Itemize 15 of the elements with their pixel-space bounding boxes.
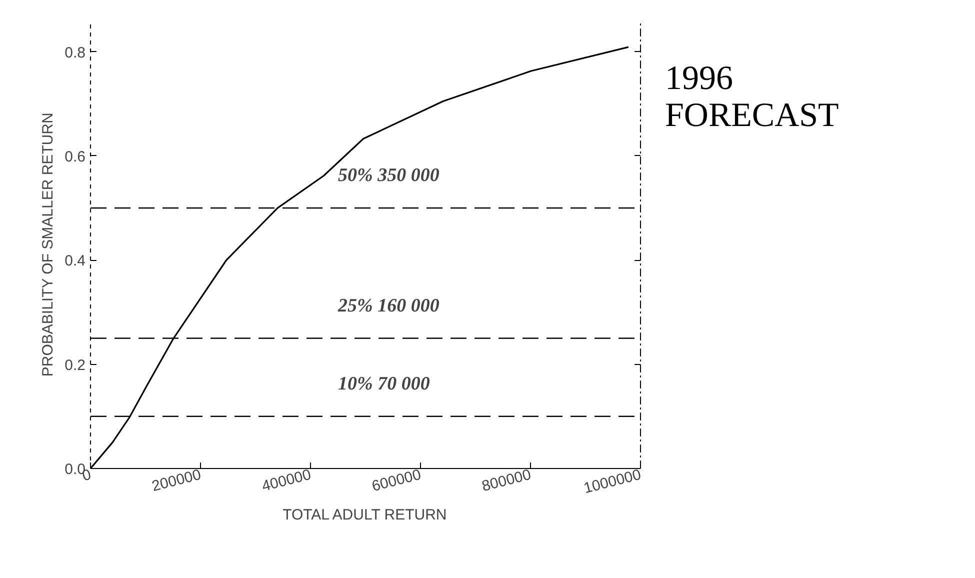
- y-tick-label: 0.4: [64, 252, 86, 270]
- x-tick-label: 400000: [260, 466, 313, 496]
- y-tick-label: 0.6: [64, 148, 86, 166]
- text: 1996 FORECAST: [665, 60, 839, 135]
- x-tick-label: 800000: [480, 466, 533, 496]
- ref-line-label: 10% 70 000: [338, 373, 430, 394]
- y-tick-label: 0.8: [64, 44, 86, 62]
- y-axis-title: PROBABILITY OF SMALLER RETURN: [40, 112, 57, 377]
- ref-line-label: 25% 160 000: [337, 295, 440, 316]
- x-tick-label: 200000: [150, 466, 203, 496]
- x-axis-title: TOTAL ADULT RETURN: [282, 506, 447, 524]
- y-tick-label: 0.2: [64, 356, 86, 374]
- ref-line-label: 50% 350 000: [338, 165, 440, 186]
- x-tick-label: 1000000: [582, 466, 643, 498]
- x-tick-label: 600000: [370, 466, 423, 496]
